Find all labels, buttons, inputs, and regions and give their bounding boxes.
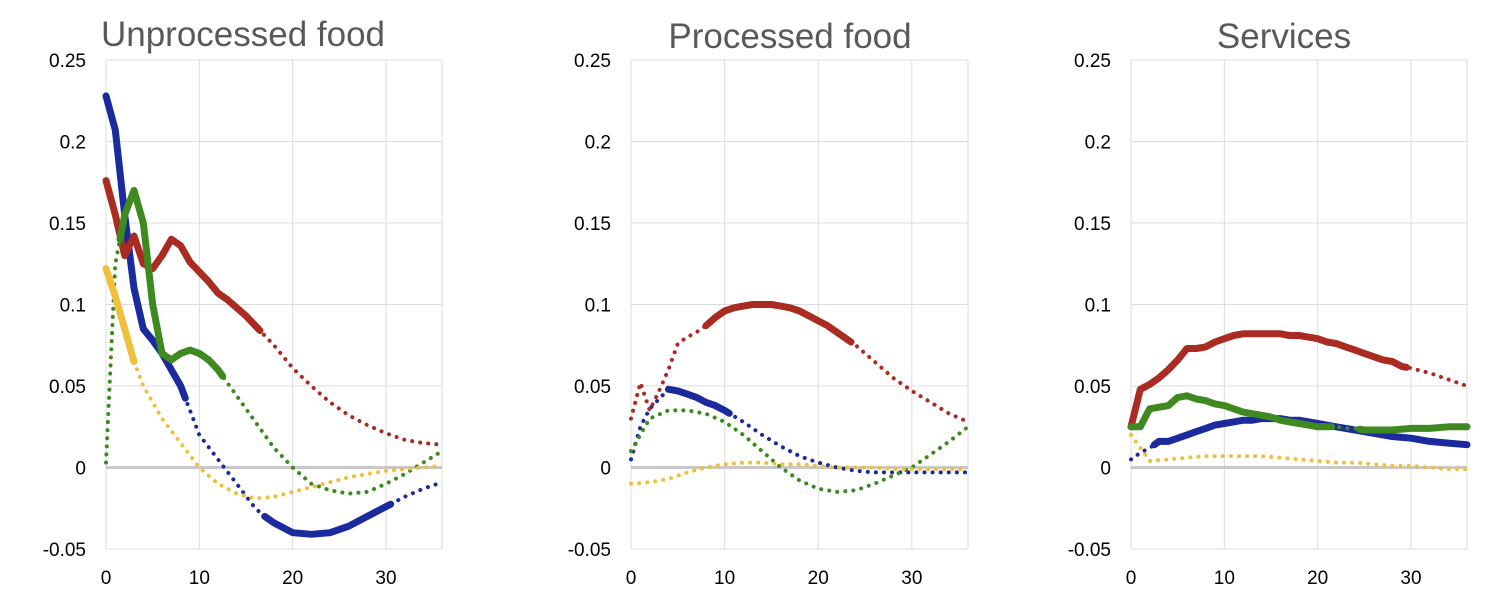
- x-tick-label: 30: [901, 568, 922, 589]
- series-4-line: [629, 460, 970, 486]
- y-tick-label: 0.05: [1074, 377, 1111, 398]
- chart-title: Services: [1217, 17, 1351, 56]
- panel-3: Services 0.25 0.2 0.15 0.1 0.05 0 -0.05 0 10 20 30: [1068, 17, 1471, 589]
- chart-title: Processed food: [668, 17, 911, 56]
- y-tick-label: 0.1: [585, 296, 611, 317]
- x-tick-label: 10: [1214, 568, 1235, 589]
- series-1-solid-segment: [261, 500, 395, 538]
- y-tick-label: -0.05: [43, 540, 86, 561]
- series-3-line: [629, 408, 970, 494]
- y-tick-label: 0.25: [574, 51, 611, 72]
- y-tick-label: 0.2: [60, 133, 86, 154]
- x-tick-label: 10: [189, 568, 210, 589]
- y-tick-label: 0.1: [60, 296, 86, 317]
- x-tick-label: 0: [1126, 568, 1137, 589]
- x-tick-label: 20: [282, 568, 303, 589]
- y-tick-label: 0.2: [1085, 133, 1111, 154]
- y-tick-label: 0: [600, 459, 611, 480]
- y-tick-label: 0: [75, 459, 86, 480]
- y-tick-label: 0.05: [574, 377, 611, 398]
- series-1-solid-segment: [664, 385, 733, 417]
- series-2-solid-segment: [702, 301, 855, 346]
- y-tick-label: 0: [1100, 459, 1111, 480]
- series-2-line: [104, 178, 444, 447]
- x-tick-label: 0: [626, 568, 637, 589]
- y-tick-label: 0.05: [49, 377, 86, 398]
- series-1-line: [629, 387, 970, 475]
- chart-title: Unprocessed food: [101, 15, 385, 54]
- series-3-solid-segment: [1356, 423, 1471, 434]
- series-2-solid-segment: [1127, 330, 1410, 431]
- panel-1: Unprocessed food 0.25 0.2 0.15 0.1 0.05 0 -0.05…: [43, 15, 444, 589]
- x-tick-label: 0: [101, 568, 112, 589]
- y-tick-label: 0.15: [574, 214, 611, 235]
- x-tick-label: 10: [714, 568, 735, 589]
- series-3-solid-segment: [116, 186, 227, 380]
- panel-2: Processed food 0.25 0.2 0.15 0.1 0.05 0 -0.05 0 1…: [568, 17, 970, 589]
- y-tick-label: 0.1: [1085, 296, 1111, 317]
- x-tick-label: 30: [375, 568, 396, 589]
- y-tick-label: -0.05: [1068, 540, 1111, 561]
- series-2-line: [1129, 331, 1469, 429]
- y-tick-label: -0.05: [568, 540, 611, 561]
- x-tick-label: 20: [1307, 568, 1328, 589]
- series-4-solid-segment: [102, 265, 138, 365]
- x-tick-label: 30: [1400, 568, 1421, 589]
- x-tick-label: 20: [808, 568, 829, 589]
- series-2-solid-segment: [102, 177, 264, 335]
- series-3-solid-segment: [1127, 392, 1336, 431]
- y-tick-label: 0.15: [1074, 214, 1111, 235]
- y-tick-label: 0.25: [49, 51, 86, 72]
- series-1-solid-segment: [102, 92, 189, 402]
- series-4-line: [104, 266, 444, 501]
- y-tick-label: 0.15: [49, 214, 86, 235]
- y-tick-label: 0.2: [585, 133, 611, 154]
- y-tick-label: 0.25: [1074, 51, 1111, 72]
- series-2-line: [629, 302, 970, 424]
